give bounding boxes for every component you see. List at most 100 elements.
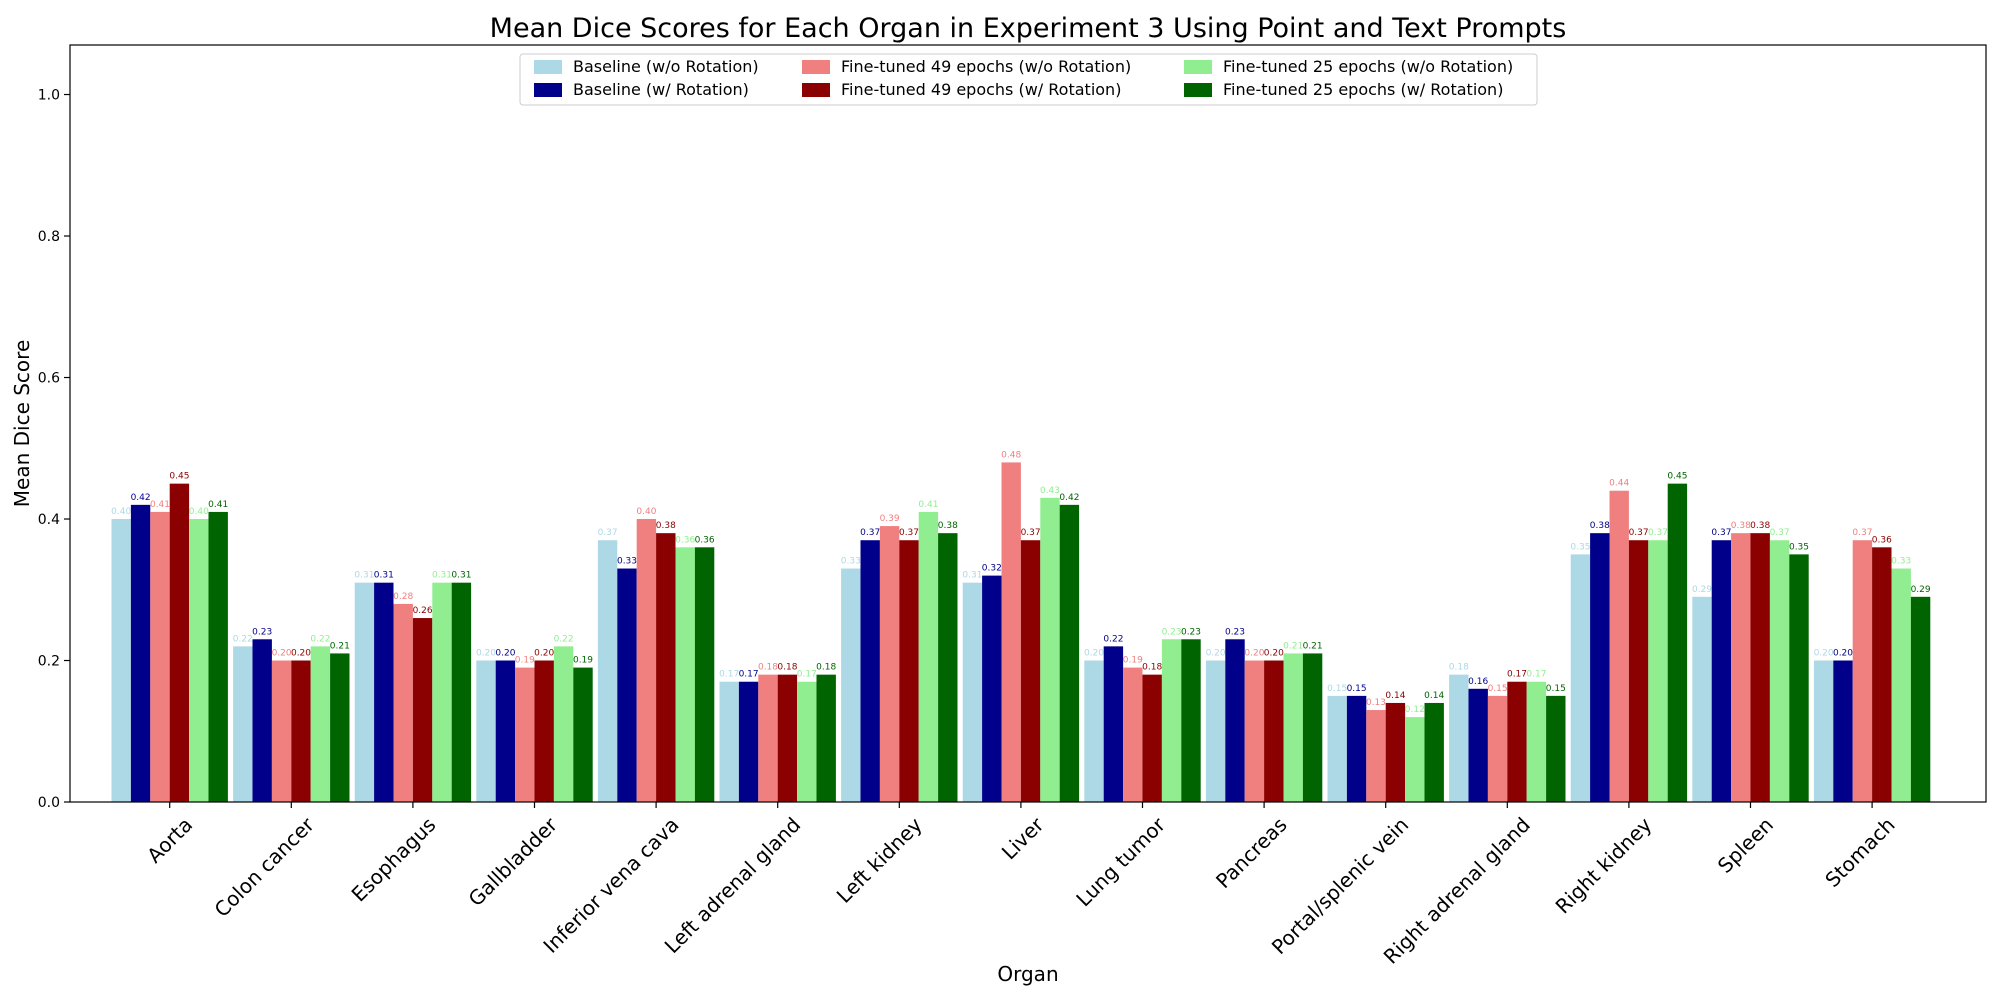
- bar: [675, 547, 695, 802]
- bar-value-label: 0.41: [150, 500, 170, 510]
- bar-value-label: 0.23: [1181, 627, 1201, 637]
- bar-value-label: 0.32: [982, 564, 1002, 574]
- legend: Baseline (w/o Rotation) Baseline (w/ Rota…: [519, 53, 1538, 106]
- bar: [252, 639, 272, 802]
- bar-value-label: 0.19: [1123, 656, 1143, 666]
- bar-value-label: 0.40: [636, 507, 656, 517]
- bar: [1020, 540, 1041, 802]
- x-tick-label: Left kidney: [832, 812, 927, 907]
- bar-value-label: 0.14: [1385, 691, 1405, 701]
- bar-value-label: 0.33: [841, 557, 861, 567]
- bar-value-label: 0.15: [1546, 684, 1566, 694]
- bar: [1852, 540, 1873, 802]
- bar: [1346, 695, 1367, 802]
- bar: [1609, 490, 1629, 802]
- bar: [1570, 554, 1591, 802]
- bar: [1366, 710, 1386, 802]
- bar: [597, 540, 618, 802]
- bar-value-label: 0.17: [1507, 670, 1527, 680]
- bar-value-label: 0.31: [374, 571, 394, 581]
- bar: [330, 653, 350, 802]
- bar-value-label: 0.18: [1142, 663, 1162, 673]
- bar-value-label: 0.16: [1468, 677, 1488, 687]
- legend-swatch: [1184, 60, 1212, 74]
- bar-value-label: 0.20: [476, 649, 496, 659]
- bar: [534, 660, 554, 802]
- bar-value-label: 0.15: [1327, 684, 1347, 694]
- bar-value-label: 0.40: [111, 507, 131, 517]
- bar: [1789, 554, 1809, 802]
- bar: [982, 575, 1002, 802]
- bar: [1487, 695, 1508, 802]
- bar: [1225, 639, 1245, 802]
- bar-value-label: 0.33: [1891, 557, 1911, 567]
- bar-value-label: 0.13: [1366, 698, 1386, 708]
- bar: [150, 511, 170, 802]
- x-tick-label: Stomach: [1820, 813, 1899, 892]
- bar-value-label: 0.36: [675, 535, 695, 545]
- chart-title: Mean Dice Scores for Each Organ in Exper…: [490, 13, 1567, 44]
- x-tick-label: Right kidney: [1551, 812, 1657, 918]
- bar: [1813, 660, 1834, 802]
- bar-value-label: 0.22: [554, 634, 574, 644]
- bar-value-label: 0.14: [1424, 691, 1444, 701]
- bar-value-label: 0.22: [310, 634, 330, 644]
- bar: [495, 660, 516, 802]
- legend-label: Baseline (w/ Rotation): [573, 80, 749, 99]
- bar-value-label: 0.23: [1162, 627, 1182, 637]
- bar: [656, 533, 676, 802]
- bar-value-label: 0.40: [189, 507, 209, 517]
- legend-swatch: [802, 60, 830, 74]
- bar-value-label: 0.22: [1103, 634, 1123, 644]
- bar: [879, 526, 900, 802]
- bar: [1084, 660, 1104, 802]
- bar: [233, 646, 253, 802]
- bar: [1244, 660, 1265, 802]
- bar: [738, 681, 759, 802]
- bar: [1405, 717, 1425, 802]
- bar-value-label: 0.38: [938, 521, 958, 531]
- bar-value-label: 0.17: [719, 670, 739, 680]
- legend-label: Baseline (w/o Rotation): [573, 57, 759, 76]
- legend-label: Fine-tuned 25 epochs (w/o Rotation): [1223, 57, 1513, 76]
- bar: [1327, 695, 1347, 802]
- bar: [476, 660, 496, 802]
- bar: [1468, 688, 1488, 802]
- bar: [1750, 533, 1770, 802]
- bar-value-label: 0.31: [451, 571, 471, 581]
- bar-value-label: 0.17: [739, 670, 759, 680]
- bar: [553, 646, 574, 802]
- bar-value-label: 0.18: [1449, 663, 1469, 673]
- bar: [515, 667, 535, 802]
- bar: [694, 547, 715, 802]
- bar: [189, 519, 209, 802]
- bar-value-label: 0.23: [1225, 627, 1245, 637]
- bar-value-label: 0.36: [1872, 535, 1892, 545]
- bar-value-label: 0.15: [1488, 684, 1508, 694]
- bar-value-label: 0.20: [1084, 649, 1104, 659]
- bar-value-label: 0.17: [1526, 670, 1546, 680]
- bar-value-label: 0.17: [797, 670, 817, 680]
- x-tick-label: Lung tumor: [1071, 812, 1170, 911]
- bar-value-label: 0.19: [573, 656, 593, 666]
- y-tick-label: 0.6: [38, 371, 60, 387]
- bar: [1161, 639, 1182, 802]
- bar: [1526, 681, 1547, 802]
- bar-value-label: 0.18: [816, 663, 836, 673]
- bar-value-label: 0.37: [1770, 528, 1790, 538]
- bar: [1385, 702, 1406, 802]
- bar-value-label: 0.29: [1911, 585, 1931, 595]
- bar-value-label: 0.31: [962, 571, 982, 581]
- bar-value-label: 0.38: [1750, 521, 1770, 531]
- bar: [816, 674, 836, 802]
- bar-value-label: 0.42: [1059, 493, 1079, 503]
- bar: [310, 646, 331, 802]
- bar: [841, 568, 861, 802]
- bar: [1264, 660, 1284, 802]
- bar: [938, 533, 958, 802]
- bar-value-label: 0.38: [656, 521, 676, 531]
- bar-value-label: 0.20: [534, 649, 554, 659]
- bar-value-label: 0.29: [1692, 585, 1712, 595]
- y-tick-label: 1.0: [38, 88, 60, 104]
